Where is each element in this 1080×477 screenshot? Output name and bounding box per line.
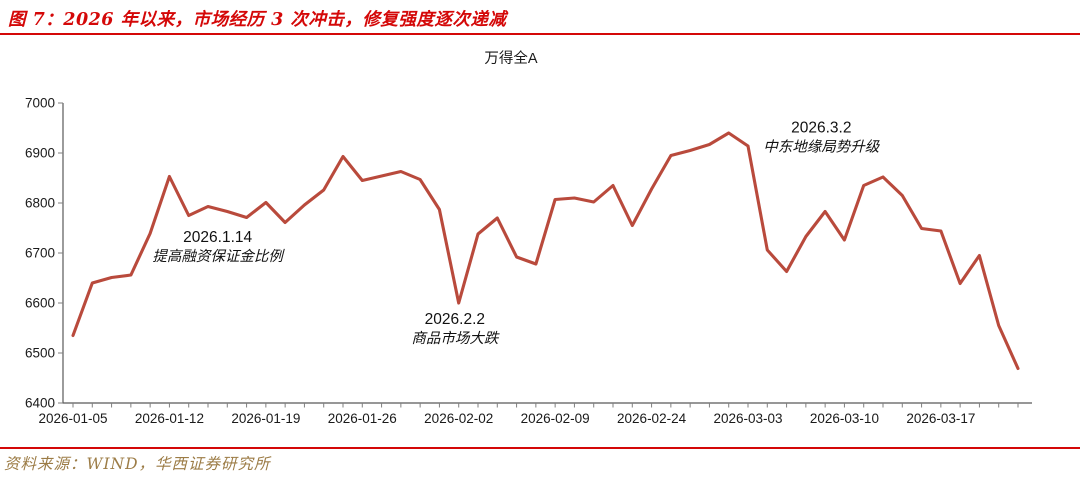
x-tick-label: 2026-01-05 — [38, 411, 107, 426]
annotation-date: 2026.3.2 — [791, 120, 851, 137]
y-tick-label: 6700 — [25, 246, 55, 261]
series-line-wind-all-a — [71, 131, 1020, 371]
footer-divider — [0, 447, 1080, 449]
annotation-label: 中东地缘局势升级 — [763, 139, 880, 156]
y-tick-label: 6500 — [25, 346, 55, 361]
x-tick-label: 2026-03-10 — [810, 411, 879, 426]
x-tick-label: 2026-01-19 — [231, 411, 300, 426]
annotation-date: 2026.1.14 — [183, 229, 252, 246]
x-tick-label: 2026-03-03 — [713, 411, 782, 426]
x-tick-label: 2026-02-09 — [521, 411, 590, 426]
figure-title: 图 7：2026 年以来，市场经历 3 次冲击，修复强度逐次递减 — [8, 10, 507, 30]
x-tick-label: 2026-01-12 — [135, 411, 204, 426]
x-tick-label: 2026-03-17 — [906, 411, 975, 426]
annotation-label: 商品市场大跌 — [411, 330, 499, 347]
y-tick-label: 6600 — [25, 296, 55, 311]
data-source-note: 资料来源：WIND，华西证券研究所 — [4, 455, 271, 473]
x-tick-label: 2026-02-02 — [424, 411, 493, 426]
title-divider — [0, 33, 1080, 36]
y-tick-label: 6900 — [25, 146, 55, 161]
annotation-label: 提高融资保证金比例 — [152, 248, 285, 265]
chart-title: 万得全A — [484, 51, 538, 67]
y-tick-label: 6400 — [25, 396, 55, 411]
y-tick-label: 6800 — [25, 196, 55, 211]
x-tick-label: 2026-01-26 — [328, 411, 397, 426]
annotation-date: 2026.2.2 — [425, 311, 485, 328]
y-tick-label: 7000 — [25, 96, 55, 111]
x-tick-label: 2026-02-24 — [617, 411, 687, 426]
